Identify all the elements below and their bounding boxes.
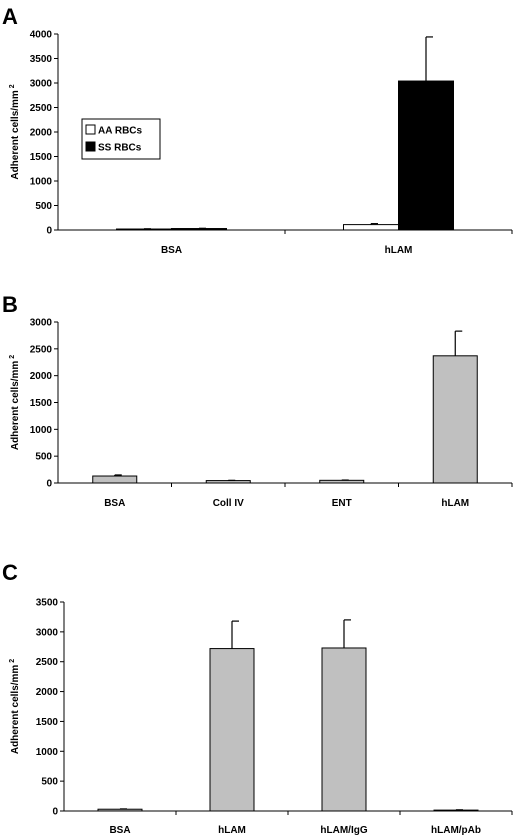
- y-tick-label: 2000: [30, 128, 53, 139]
- y-tick-label: 3000: [30, 318, 53, 329]
- x-category-label: ENT: [332, 498, 352, 509]
- y-tick-label: 0: [46, 479, 52, 490]
- y-tick-label: 3500: [36, 598, 59, 609]
- bar: [398, 80, 454, 231]
- y-tick-label: 1500: [30, 398, 53, 409]
- y-tick-label: 1500: [36, 717, 59, 728]
- y-tick-label: 1500: [30, 152, 53, 163]
- bar: [432, 355, 478, 484]
- y-tick-label: 0: [46, 226, 52, 237]
- y-tick-label: 1000: [30, 425, 53, 436]
- y-tick-label: 500: [35, 452, 52, 463]
- x-category-label: BSA: [104, 498, 125, 509]
- y-tick-label: 3000: [36, 627, 59, 638]
- legend-entry: SS RBCs: [98, 143, 142, 154]
- y-tick-label: 500: [35, 201, 52, 212]
- y-axis-label: Adherent cells/mm 2: [9, 84, 21, 179]
- bar: [321, 647, 367, 812]
- y-tick-label: 2500: [36, 657, 59, 668]
- y-tick-label: 3000: [30, 79, 53, 90]
- y-tick-label: 2500: [30, 344, 53, 355]
- y-tick-label: 0: [52, 807, 58, 818]
- y-tick-label: 4000: [30, 30, 53, 41]
- y-axis-label: Adherent cells/mm 2: [9, 659, 21, 754]
- panel-letter: A: [2, 4, 18, 29]
- y-tick-label: 2000: [36, 687, 59, 698]
- x-category-label: hLAM/IgG: [320, 825, 367, 836]
- x-category-label: hLAM: [385, 245, 413, 256]
- bar: [209, 648, 255, 812]
- bar: [343, 224, 399, 231]
- y-tick-label: 3500: [30, 54, 53, 65]
- legend: AA RBCs SS RBCs: [81, 118, 161, 160]
- chart-panel-a: A 0 500 1000 1500 2000 2500 3000 3500 4000 Adheren…: [2, 4, 513, 256]
- y-tick-label: 2000: [30, 371, 53, 382]
- x-category-label: BSA: [109, 825, 130, 836]
- y-tick-label: 2500: [30, 103, 53, 114]
- x-category-label: BSA: [161, 245, 182, 256]
- x-category-label: hLAM: [218, 825, 246, 836]
- bar: [205, 480, 251, 484]
- x-category-label: hLAM: [441, 498, 469, 509]
- y-axis-label: Adherent cells/mm 2: [9, 355, 21, 450]
- y-tick-label: 1000: [30, 177, 53, 188]
- panel-letter: C: [2, 560, 18, 585]
- legend-swatch: [85, 124, 96, 135]
- x-category-label: Coll IV: [213, 498, 244, 509]
- bar: [92, 475, 138, 484]
- y-tick-label: 1000: [36, 747, 59, 758]
- legend-swatch: [85, 141, 96, 152]
- y-tick-label: 500: [41, 777, 58, 788]
- chart-panel-c: C 0 500 1000 1500 2000 2500 3000 3500 Adherent ce…: [2, 560, 513, 836]
- chart-panel-b: B 0 500 1000 1500 2000 2500 3000 Adherent cells/…: [2, 292, 513, 509]
- bar: [319, 479, 365, 484]
- panel-letter: B: [2, 292, 18, 317]
- legend-entry: AA RBCs: [98, 126, 143, 137]
- x-category-label: hLAM/pAb: [431, 825, 481, 836]
